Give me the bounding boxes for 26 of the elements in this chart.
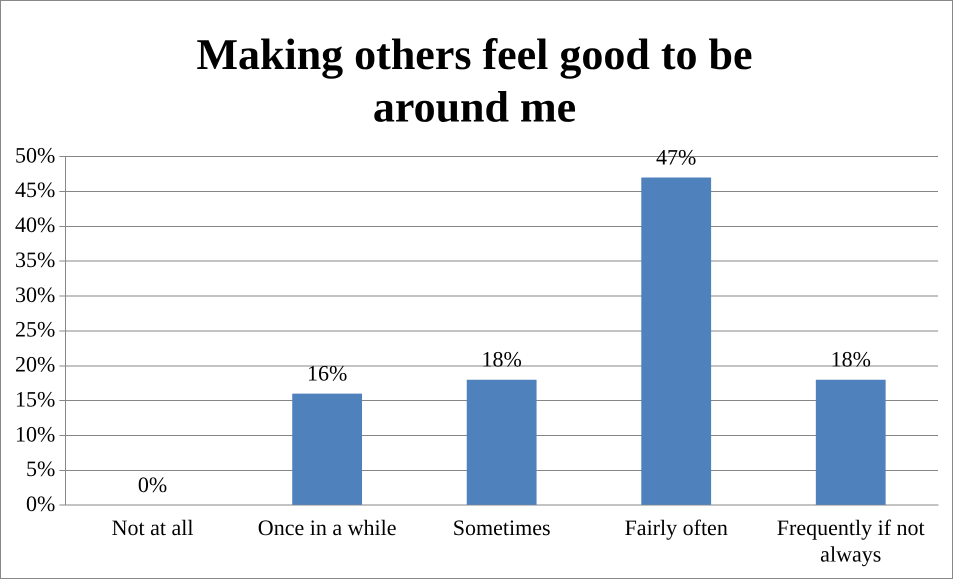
bar xyxy=(466,380,537,505)
y-tick-label: 40% xyxy=(15,212,56,238)
data-label: 0% xyxy=(138,472,168,497)
y-tick-label: 20% xyxy=(15,352,56,377)
data-label: 47% xyxy=(656,144,696,170)
bar xyxy=(816,380,886,505)
chart-title: Making others feel good to be around me xyxy=(196,30,753,132)
y-tick-label: 0% xyxy=(26,490,56,516)
x-tick-label: Frequently if not always xyxy=(776,515,925,567)
y-tick-label: 30% xyxy=(15,282,56,307)
data-label: 16% xyxy=(306,360,348,386)
y-tick-label: 45% xyxy=(15,177,56,202)
y-tick-label: 10% xyxy=(15,421,56,446)
bar xyxy=(292,394,362,505)
y-tick-label: 25% xyxy=(15,316,56,342)
y-tick-label: 15% xyxy=(15,386,56,412)
x-tick-label: Sometimes xyxy=(452,515,551,540)
bar xyxy=(641,178,712,505)
data-label: 18% xyxy=(830,346,871,372)
x-tick-label: Fairly often xyxy=(624,515,728,540)
x-tick-label: Not at all xyxy=(112,515,194,540)
y-tick-label: 50% xyxy=(15,142,56,168)
data-label: 18% xyxy=(482,346,522,372)
x-tick-label: Once in a while xyxy=(258,515,396,540)
y-tick-label: 5% xyxy=(26,456,56,482)
y-tick-label: 35% xyxy=(15,246,56,272)
